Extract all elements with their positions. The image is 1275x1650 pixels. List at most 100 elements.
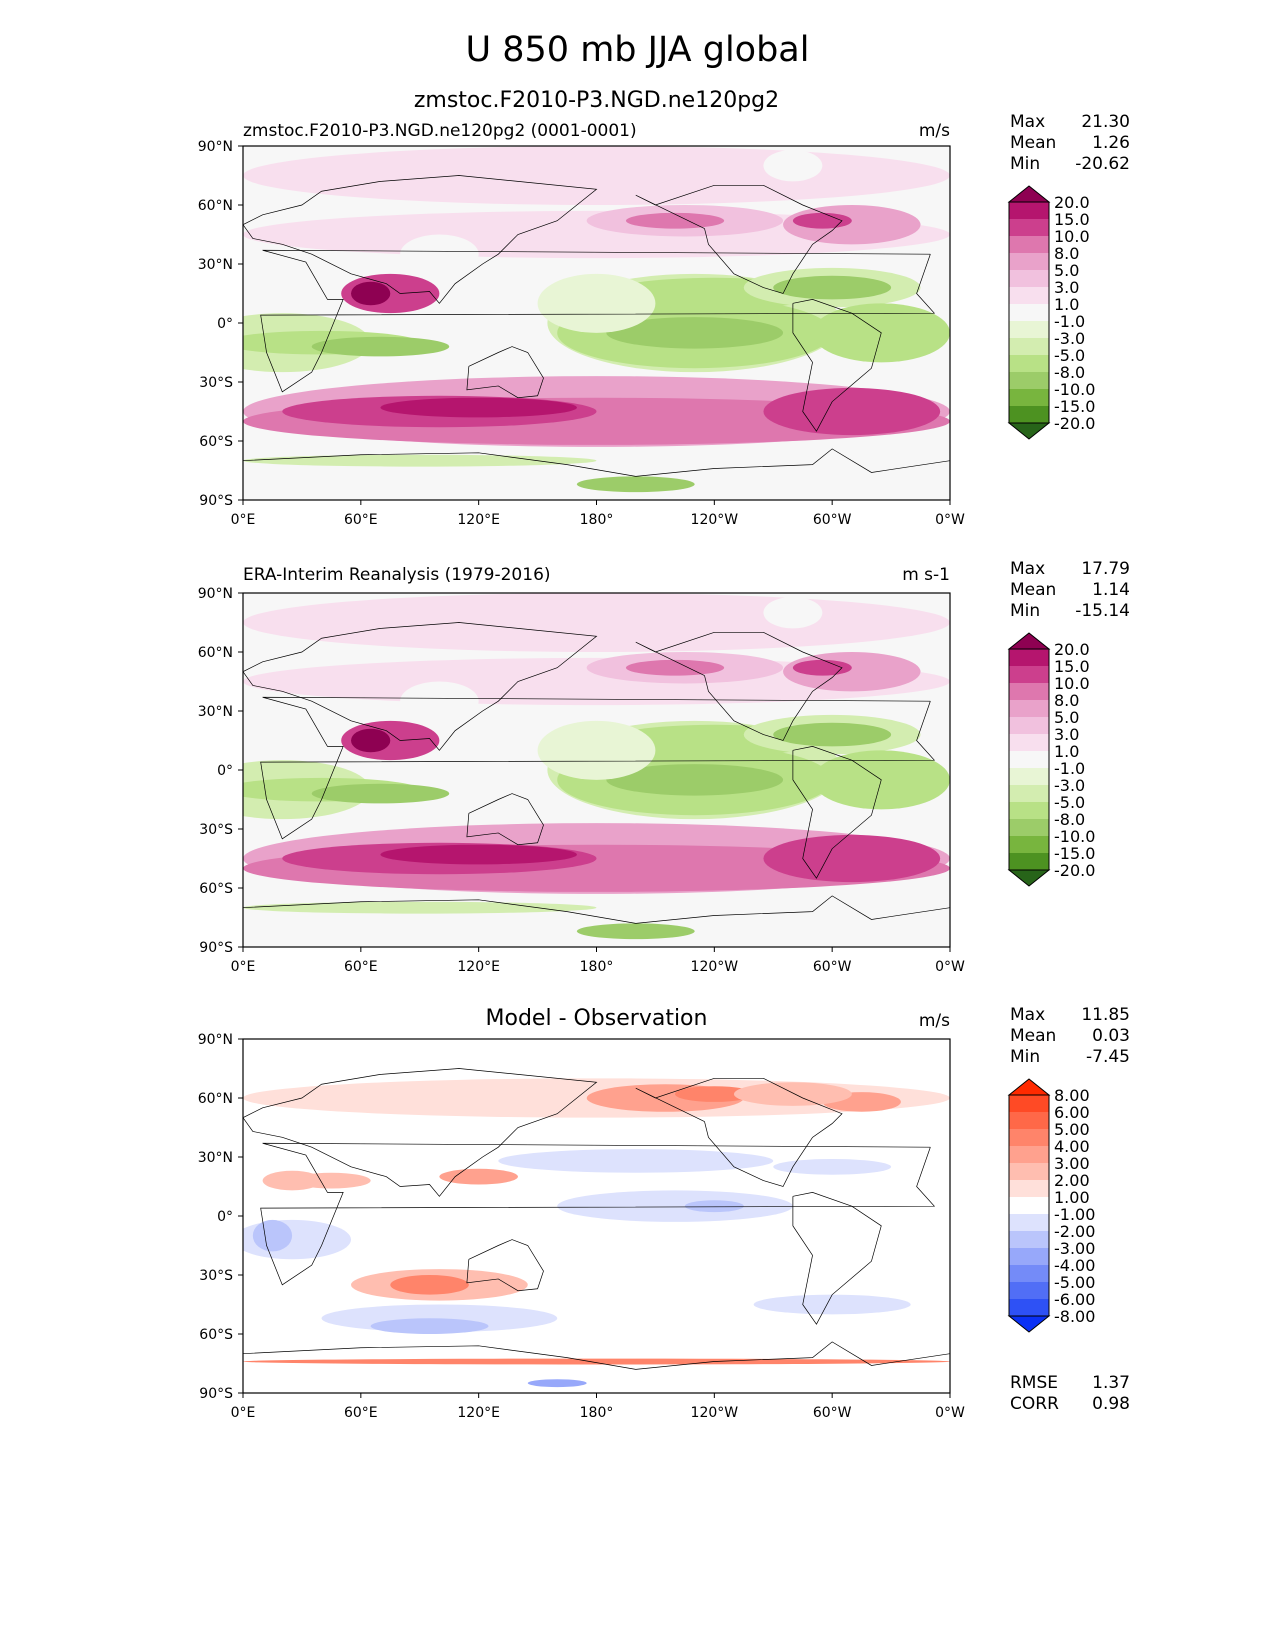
coastline (260, 696, 936, 840)
colorbar-label: -8.0 (1054, 363, 1085, 382)
stat-label-corr: CORR (1010, 1394, 1059, 1414)
colorbar-extend-max (1007, 1078, 1051, 1096)
colorbar-bin (1009, 355, 1049, 372)
x-tick-label: 0°E (231, 512, 256, 528)
colorbar-bin (1009, 853, 1049, 870)
contour-region (763, 387, 941, 436)
figure-title: U 850 mb JJA global (465, 30, 810, 70)
y-tick-label: 60°S (199, 1327, 233, 1343)
y-tick-label: 0° (217, 1209, 233, 1225)
colorbar-label: 8.0 (1054, 244, 1079, 263)
contour-region (753, 1294, 911, 1315)
contour-region (498, 1149, 774, 1173)
panel2-max: 17.79 (1081, 559, 1130, 579)
coastline (243, 175, 598, 304)
contour-region (439, 1168, 518, 1185)
contour-region (252, 1219, 293, 1252)
colorbar-label: -5.0 (1054, 346, 1085, 365)
coastline-antarctica (243, 895, 950, 924)
x-tick-label: 60°E (344, 1405, 378, 1421)
stat-label-min: Min (1010, 154, 1041, 174)
y-tick-label: 30°S (199, 1268, 233, 1284)
colorbar-bin (1009, 666, 1049, 683)
coastline (243, 1068, 598, 1197)
y-tick-label: 60°N (198, 645, 233, 661)
colorbar-label: 1.0 (1054, 295, 1079, 314)
contour-field (243, 1039, 950, 1393)
colorbar-bin (1009, 219, 1049, 236)
y-tick-label: 90°S (199, 1386, 233, 1402)
coastline (792, 299, 882, 432)
colorbar-label: -1.00 (1054, 1205, 1095, 1224)
x-tick-label: 0°W (935, 512, 965, 528)
colorbar-label: -2.00 (1054, 1222, 1095, 1241)
contour-region (311, 336, 450, 357)
contour-region (243, 1358, 950, 1365)
colorbar-bin (1009, 768, 1049, 785)
x-tick-label: 120°W (691, 1405, 739, 1421)
colorbar-bin (1009, 836, 1049, 853)
coastline (635, 1077, 843, 1187)
colorbar-bin (1009, 236, 1049, 253)
colorbar-label: 8.0 (1054, 691, 1079, 710)
x-tick-label: 120°E (457, 1405, 500, 1421)
colorbar-label: -10.0 (1054, 827, 1095, 846)
contour-region (370, 1318, 489, 1334)
colorbar-extend-min (1007, 869, 1051, 887)
colorbar-label: 1.00 (1054, 1188, 1090, 1207)
panel3-mean: 0.03 (1092, 1026, 1130, 1046)
stat-label-mean: Mean (1010, 580, 1057, 600)
colorbar-bin (1009, 321, 1049, 338)
colorbar-bin (1009, 1282, 1049, 1299)
panel3-corr: 0.98 (1092, 1394, 1130, 1414)
colorbar-label: 20.0 (1054, 193, 1090, 212)
colorbar-3: 8.006.005.004.003.002.001.00-1.00-2.00-3… (1007, 1078, 1095, 1333)
contour-region (537, 720, 656, 780)
colorbar-label: 10.0 (1054, 674, 1090, 693)
contour-region (763, 149, 823, 182)
colorbar-bin (1009, 1248, 1049, 1265)
y-tick-label: 30°N (198, 1150, 233, 1166)
colorbar-bin (1009, 700, 1049, 717)
colorbar-bin (1009, 1129, 1049, 1146)
colorbar-label: -20.0 (1054, 861, 1095, 880)
colorbar-label: -6.00 (1054, 1290, 1095, 1309)
panel3-max: 11.85 (1081, 1005, 1130, 1025)
x-tick-label: 0°W (935, 959, 965, 975)
colorbar-label: 3.00 (1054, 1154, 1090, 1173)
contour-region (400, 234, 479, 274)
x-tick-label: 0°E (231, 1405, 256, 1421)
y-tick-label: 60°S (199, 881, 233, 897)
y-tick-label: 30°S (199, 822, 233, 838)
x-tick-label: 60°E (344, 512, 378, 528)
colorbar-bin (1009, 287, 1049, 304)
coastline (792, 1192, 882, 1325)
colorbar-label: 1.0 (1054, 742, 1079, 761)
panel1-max: 21.30 (1081, 112, 1130, 132)
colorbar-label: 6.00 (1054, 1103, 1090, 1122)
stat-label-mean: Mean (1010, 133, 1057, 153)
x-tick-label: 60°W (813, 959, 852, 975)
colorbar-label: -8.0 (1054, 810, 1085, 829)
coastline (466, 1239, 544, 1292)
coastline (635, 631, 843, 741)
colorbar-bin (1009, 1231, 1049, 1248)
colorbar-label: -8.00 (1054, 1307, 1095, 1326)
stat-label-min: Min (1010, 1047, 1041, 1067)
colorbar-label: 3.0 (1054, 725, 1079, 744)
contour-region (625, 212, 725, 229)
colorbar-label: 5.0 (1054, 708, 1079, 727)
contour-region (537, 273, 656, 333)
y-tick-label: 60°N (198, 1091, 233, 1107)
colorbar-frame (1008, 648, 1050, 871)
contour-field (243, 593, 950, 947)
contour-region (773, 275, 892, 300)
x-tick-label: 180° (580, 512, 614, 528)
colorbar-label: 20.0 (1054, 640, 1090, 659)
panel1-left-title: zmstoc.F2010-P3.NGD.ne120pg2 (0001-0001) (243, 121, 637, 141)
x-tick-label: 60°W (813, 512, 852, 528)
colorbar-bin (1009, 1112, 1049, 1129)
x-tick-label: 0°E (231, 959, 256, 975)
